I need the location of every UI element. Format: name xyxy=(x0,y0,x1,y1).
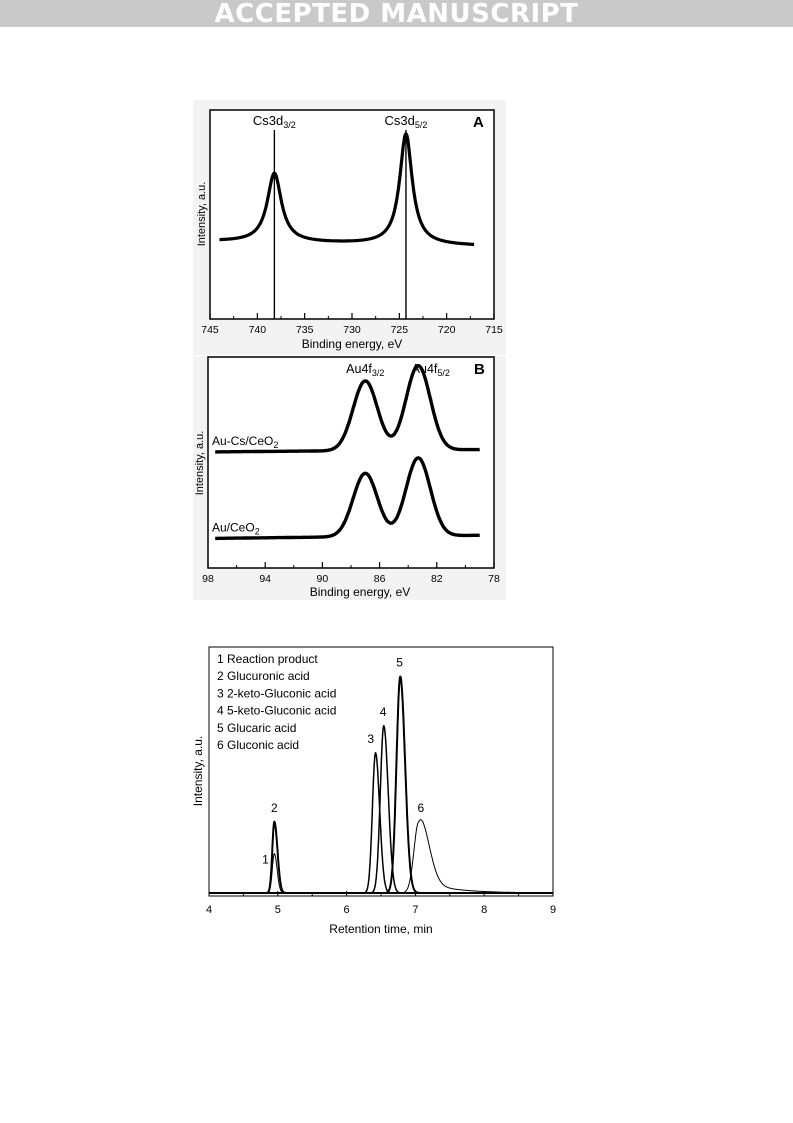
x-tick-label: 730 xyxy=(343,324,361,336)
peak-label: Au4f5/2 xyxy=(412,362,450,378)
x-tick-label: 86 xyxy=(374,573,386,585)
x-tick-label: 78 xyxy=(488,573,500,585)
xps-spectrum-line xyxy=(214,456,481,541)
peak-number-label: 6 xyxy=(418,801,425,815)
chromatogram-peak-line xyxy=(208,820,554,894)
panel-label-a: A xyxy=(473,114,484,131)
x-axis-label-b: Binding energy, eV xyxy=(310,585,411,599)
x-axis-label-a: Binding energy, eV xyxy=(302,337,403,351)
legend-entry: 5 Glucaric acid xyxy=(217,721,296,735)
x-tick-label: 90 xyxy=(317,573,329,585)
y-axis-label-b: Intensity, a.u. xyxy=(194,431,206,496)
accepted-manuscript-banner: ACCEPTED MANUSCRIPT xyxy=(0,0,793,29)
x-tick-label: 8 xyxy=(481,904,487,916)
x-tick-label: 5 xyxy=(275,904,281,916)
banner-text: ACCEPTED MANUSCRIPT xyxy=(214,0,579,29)
peak-number-label: 3 xyxy=(367,732,374,746)
panel-c-plot-frame xyxy=(208,646,554,897)
chromatogram-peak-line xyxy=(208,752,554,894)
chromatogram-peak-line xyxy=(208,724,554,894)
peak-label: Cs3d3/2 xyxy=(253,113,296,130)
y-axis-label-a: Intensity, a.u. xyxy=(196,182,208,247)
x-tick-label: 98 xyxy=(202,573,214,585)
x-tick-label: 82 xyxy=(431,573,443,585)
x-tick-label: 720 xyxy=(438,324,456,336)
legend-entry: 1 Reaction product xyxy=(217,652,318,666)
peak-label: Cs3d5/2 xyxy=(385,113,428,130)
xps-spectrum-line xyxy=(218,132,475,246)
chromatogram-peak-line xyxy=(208,675,554,894)
peak-number-label: 1 xyxy=(262,852,269,866)
chromatogram-peak-line xyxy=(208,819,553,894)
x-tick-label: 725 xyxy=(391,324,409,336)
x-tick-label: 6 xyxy=(344,904,350,916)
x-tick-label: 715 xyxy=(485,324,503,336)
peak-number-label: 2 xyxy=(271,801,278,815)
x-tick-label: 9 xyxy=(550,904,556,916)
panel-a-plot-frame xyxy=(209,109,495,320)
peak-number-label: 4 xyxy=(380,705,387,719)
x-tick-label: 745 xyxy=(201,324,219,336)
y-axis-label-c: Intensity, a.u. xyxy=(191,736,205,806)
x-tick-label: 735 xyxy=(296,324,314,336)
x-axis-label-c: Retention time, min xyxy=(329,922,432,936)
chromatogram-peak-line xyxy=(208,853,553,894)
legend-entry: 4 5-keto-Gluconic acid xyxy=(217,704,336,718)
panel-b-background xyxy=(193,356,506,600)
peak-label: Au4f3/2 xyxy=(346,362,384,378)
panel-b-plot-frame xyxy=(207,356,495,569)
panel-label-b: B xyxy=(474,361,485,378)
xps-spectrum-line xyxy=(214,364,481,454)
series-label: Au-Cs/CeO2 xyxy=(212,434,278,450)
panel-a-background xyxy=(193,100,506,355)
x-tick-label: 94 xyxy=(259,573,271,585)
series-label: Au/CeO2 xyxy=(212,520,260,536)
legend-entry: 6 Gluconic acid xyxy=(217,738,299,752)
x-tick-label: 740 xyxy=(249,324,267,336)
x-tick-label: 4 xyxy=(206,904,212,916)
legend-entry: 3 2-keto-Gluconic acid xyxy=(217,686,336,700)
legend-entry: 2 Glucuronic acid xyxy=(217,669,310,683)
x-tick-label: 7 xyxy=(412,904,418,916)
peak-number-label: 5 xyxy=(396,656,403,670)
